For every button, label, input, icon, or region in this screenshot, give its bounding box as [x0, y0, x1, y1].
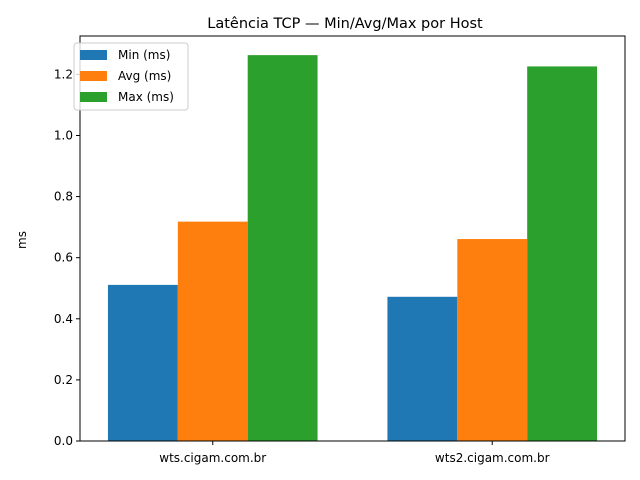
legend-swatch	[80, 71, 107, 81]
y-tick-label: 0.8	[54, 190, 73, 204]
y-tick-label: 0.2	[54, 373, 73, 387]
legend: Min (ms) Avg (ms) Max (ms)	[73, 42, 189, 111]
legend-swatch	[80, 92, 107, 102]
legend-label: Avg (ms)	[118, 69, 171, 83]
y-tick-label: 0.4	[54, 312, 73, 326]
legend-label: Max (ms)	[118, 90, 174, 104]
chart-title: Latência TCP — Min/Avg/Max por Host	[207, 16, 483, 32]
bar-2-1	[177, 221, 248, 441]
bar-3-1	[247, 55, 318, 441]
y-tick-label: 1.2	[54, 67, 73, 81]
bar-3-2	[527, 66, 598, 442]
bar-1-2	[387, 296, 458, 441]
y-tick-label: 0.0	[54, 434, 73, 448]
y-tick-label: 0.6	[54, 251, 73, 265]
legend-label: Min (ms)	[118, 48, 170, 62]
bars-group	[107, 55, 598, 442]
y-axis-ticks: 0.0 0.2 0.4 0.6 0.8 1.0 1.2	[54, 67, 80, 448]
x-axis-ticks: wts.cigam.com.br wts2.cigam.com.br	[159, 441, 550, 465]
legend-swatch	[80, 50, 107, 60]
bar-1-1	[107, 284, 178, 441]
y-axis-label: ms	[15, 231, 29, 249]
plot-frame	[79, 35, 626, 442]
x-tick-label: wts.cigam.com.br	[159, 451, 266, 465]
bar-2-2	[457, 239, 528, 441]
y-tick-label: 1.0	[54, 128, 73, 142]
x-tick-label: wts2.cigam.com.br	[435, 451, 550, 465]
